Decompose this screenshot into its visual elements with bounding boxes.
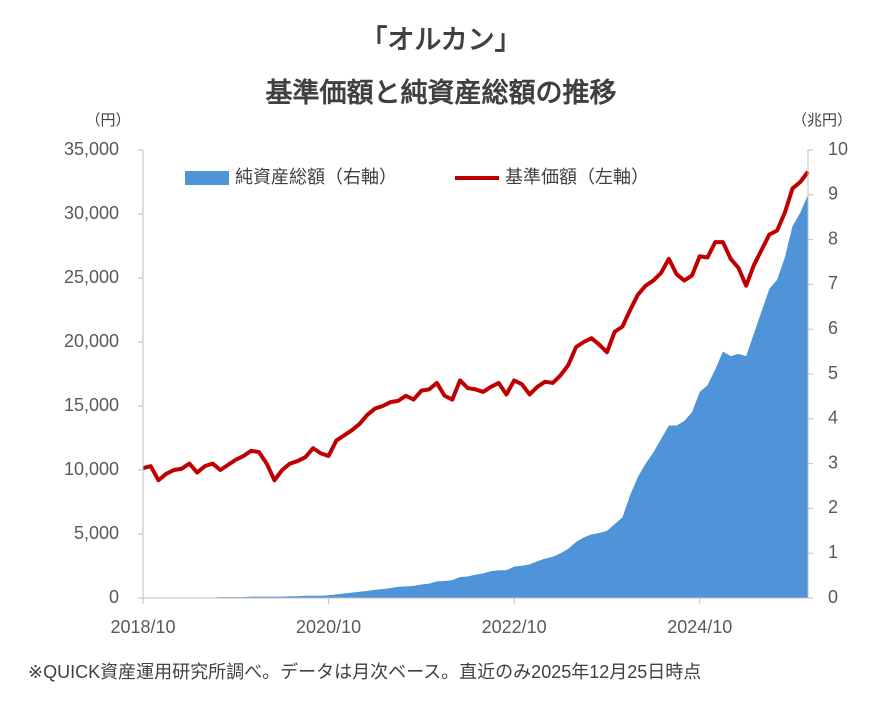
x-tick-label: 2022/10: [482, 617, 547, 637]
source-note: ※QUICK資産運用研究所調べ。データは月次ベース。直近のみ2025年12月25…: [28, 662, 701, 682]
legend-swatch: [185, 171, 229, 185]
y-tick-label: 5,000: [74, 523, 119, 543]
line: [142, 170, 810, 483]
y-axis-label: （円）: [85, 112, 130, 129]
y2-tick-label: 3: [828, 452, 838, 472]
y2-tick-label: 6: [828, 318, 838, 338]
legend-label: 純資産総額（右軸）: [235, 167, 397, 187]
y-tick-label: 15,000: [64, 395, 119, 415]
y2-tick-label: 4: [828, 408, 838, 428]
y-tick-label: 25,000: [64, 267, 119, 287]
y2-tick-label: 10: [828, 139, 848, 159]
area: [143, 194, 808, 599]
chart-title: 基準価額と純資産総額の推移: [266, 77, 617, 108]
y2-tick-label: 9: [828, 184, 838, 204]
y2-tick-label: 8: [828, 228, 838, 248]
y-tick-label: 10,000: [64, 459, 119, 479]
y2-tick-label: 5: [828, 363, 838, 383]
y-tick-label: 20,000: [64, 331, 119, 351]
y2-tick-label: 0: [828, 587, 838, 607]
legend-label: 基準価額（左軸）: [505, 167, 649, 187]
y2-tick-label: 2: [828, 497, 838, 517]
y-tick-label: 30,000: [64, 203, 119, 223]
y2-tick-label: 7: [828, 273, 838, 293]
y2-axis-label: （兆円）: [792, 112, 852, 129]
x-tick-label: 2024/10: [667, 617, 732, 637]
x-tick-label: 2020/10: [296, 617, 361, 637]
y-tick-label: 0: [109, 587, 119, 607]
y2-tick-label: 1: [828, 542, 838, 562]
chart-title: 「オルカン」: [360, 24, 521, 55]
y-tick-label: 35,000: [64, 139, 119, 159]
x-tick-label: 2018/10: [110, 617, 175, 637]
